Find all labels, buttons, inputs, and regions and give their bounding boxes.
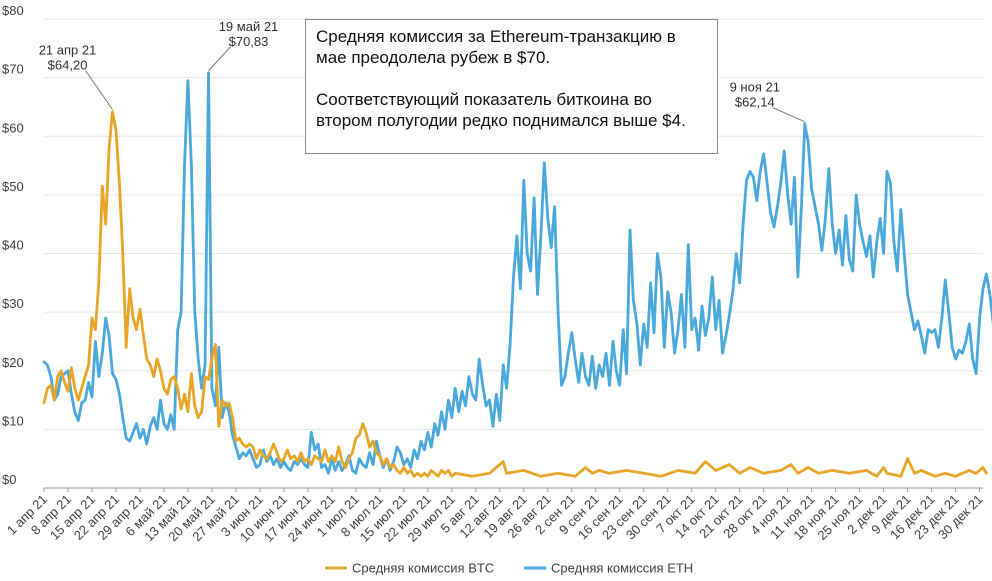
note-text-btc: Соответствующий показатель биткоина во в… xyxy=(316,90,686,130)
series-layer xyxy=(42,71,992,478)
annotation-date: 19 май 21 xyxy=(219,19,279,34)
y-tick-label: $10 xyxy=(2,413,24,428)
annotation-leader xyxy=(85,70,113,110)
series-line-eth xyxy=(42,71,992,475)
annotation-date: 9 ноя 21 xyxy=(730,80,780,95)
legend-label-btc: Средняя комиссия BTC xyxy=(352,561,494,576)
y-tick-label: $50 xyxy=(2,179,24,194)
annotation-date: 21 апр 21 xyxy=(39,43,97,58)
annotation-value: $64,20 xyxy=(48,58,88,73)
y-tick-label: $30 xyxy=(2,296,24,311)
legend-label-eth: Средняя комиссия ETH xyxy=(551,561,693,576)
annotations: 21 апр 21$64,20 19 май 21$70,83 9 ноя 21$6… xyxy=(39,19,805,123)
y-tick-label: $0 xyxy=(2,472,16,487)
y-axis: $0 $10 $20 $30 $40 $50 $60 $70 $80 xyxy=(2,3,24,487)
note-text-eth: Средняя комиссия за Ethereum-транзакцию … xyxy=(316,27,676,67)
annotation-value: $62,14 xyxy=(735,95,775,110)
y-tick-label: $60 xyxy=(2,120,24,135)
legend: Средняя комиссия BTC Средняя комиссия ETH xyxy=(325,561,693,576)
y-tick-label: $80 xyxy=(2,3,24,18)
y-tick-label: $70 xyxy=(2,62,24,77)
note-box: Средняя комиссия за Ethereum-транзакцию … xyxy=(305,19,718,154)
y-tick-label: $40 xyxy=(2,238,24,253)
series-line-btc xyxy=(42,110,988,478)
annotation-leader xyxy=(208,46,231,72)
y-tick-label: $20 xyxy=(2,355,24,370)
annotation-leader xyxy=(772,107,805,123)
annotation-value: $70,83 xyxy=(229,34,269,49)
